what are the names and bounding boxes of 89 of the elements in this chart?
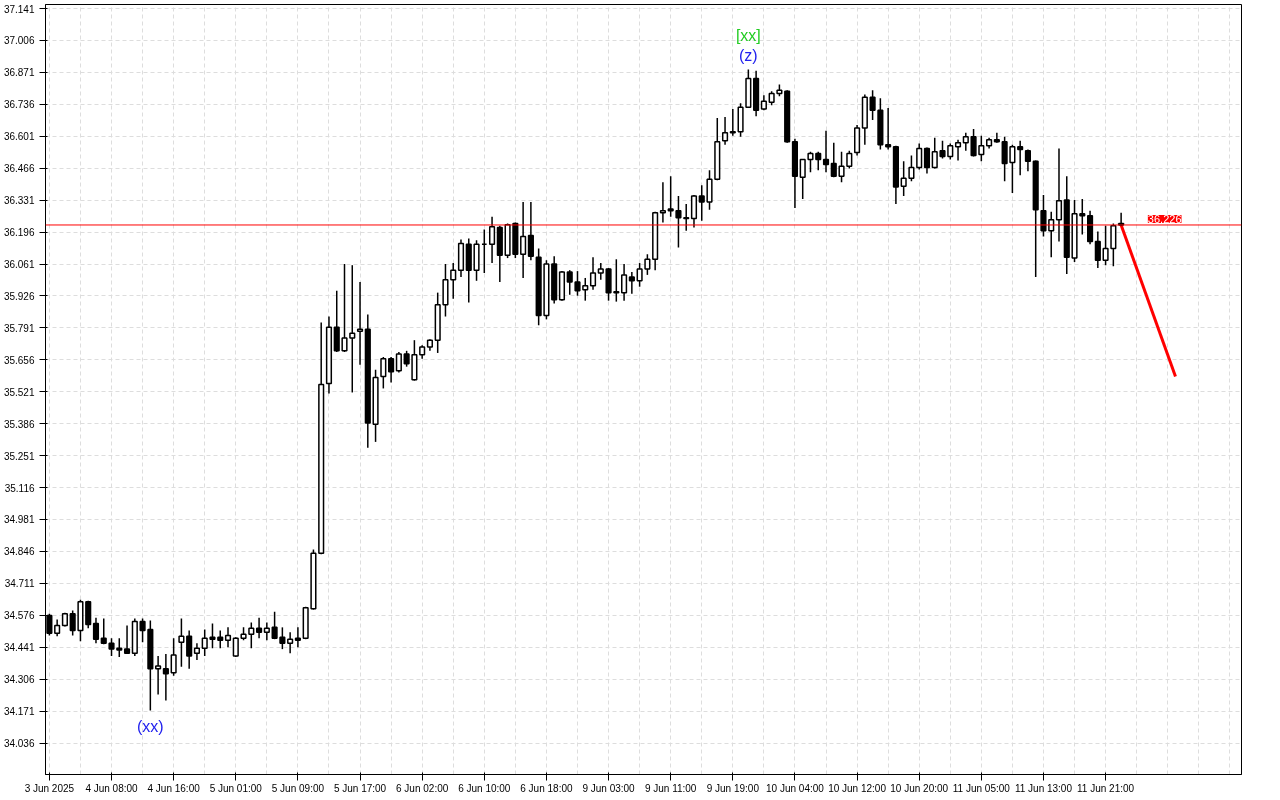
annotation: (z)	[739, 47, 758, 65]
y-tick-label: 36.601	[3, 131, 35, 143]
y-tick-label: 35.791	[3, 322, 35, 334]
candlestick	[589, 256, 597, 291]
y-tick-label: 36.196	[3, 227, 35, 239]
x-tick-label: 11 Jun 21:00	[1077, 782, 1135, 794]
y-tick-label: 37.141	[3, 3, 35, 15]
candlestick	[1094, 230, 1101, 269]
candlestick	[356, 281, 364, 366]
y-tick-label: 34.846	[3, 546, 35, 558]
y-tick-label: 36.736	[3, 99, 35, 111]
y-tick-label: 35.386	[3, 418, 35, 430]
y-tick-label: 35.656	[3, 354, 35, 366]
x-tick-label: 5 Jun 17:00	[333, 782, 387, 794]
y-tick-label: 35.116	[4, 482, 35, 494]
y-tick-label: 35.251	[3, 450, 35, 462]
candlestick	[488, 215, 496, 264]
y-tick-label: 34.441	[3, 642, 35, 654]
candlestick	[628, 271, 635, 295]
candlestick	[667, 175, 674, 218]
x-tick-label: 6 Jun 10:00	[458, 782, 511, 794]
ref-line-label: 36.226	[1147, 212, 1182, 225]
x-tick-label: 10 Jun 20:00	[890, 782, 949, 794]
candlestick	[659, 181, 666, 224]
x-tick-label: 5 Jun 09:00	[271, 782, 325, 794]
candlestick	[885, 107, 892, 151]
candlestick	[954, 139, 962, 162]
y-tick-label: 35.521	[3, 386, 35, 398]
candlestick	[287, 631, 294, 654]
candlestick	[690, 194, 698, 229]
y-tick-label: 34.036	[3, 738, 35, 750]
candlestick	[263, 621, 270, 641]
candlestick	[527, 201, 534, 261]
y-tick-label: 34.576	[3, 610, 35, 622]
candlestick	[294, 626, 301, 648]
candlestick	[395, 351, 402, 374]
x-tick-label: 3 Jun 2025	[24, 782, 75, 794]
x-tick-label: 6 Jun 18:00	[520, 782, 573, 794]
candlestick	[993, 131, 1000, 144]
y-tick-label: 36.061	[3, 259, 35, 271]
candlestick	[520, 201, 527, 279]
candlestick	[255, 616, 263, 639]
x-tick-label: 9 Jun 11:00	[644, 782, 697, 794]
x-tick-label: 5 Jun 01:00	[209, 782, 263, 794]
y-tick-label: 36.871	[3, 67, 35, 79]
y-tick-label: 34.981	[3, 514, 35, 526]
y-tick-label: 37.006	[3, 35, 35, 47]
candlestick	[869, 89, 876, 121]
candlestick	[450, 262, 457, 300]
y-tick-label: 36.466	[3, 163, 35, 175]
candlestick	[349, 264, 356, 394]
candlestick	[155, 655, 162, 696]
candlestick	[170, 637, 177, 677]
x-tick-label: 6 Jun 02:00	[396, 782, 449, 794]
candlestick	[178, 617, 185, 668]
x-tick-label: 9 Jun 19:00	[706, 782, 760, 794]
candlestick	[232, 636, 239, 658]
x-tick-label: 10 Jun 12:00	[828, 782, 887, 794]
candlestick	[566, 269, 573, 296]
candlestick	[1055, 147, 1063, 243]
candlestick	[621, 263, 628, 302]
x-tick-label: 4 Jun 08:00	[85, 782, 139, 794]
x-tick-label: 9 Jun 03:00	[582, 782, 636, 794]
candlestick	[644, 253, 651, 276]
candlestick	[186, 629, 193, 670]
y-tick-label: 34.306	[3, 674, 35, 686]
candlestick	[1017, 140, 1024, 177]
y-tick-label: 34.171	[3, 706, 35, 718]
candlestick	[123, 624, 131, 655]
annotation: [xx]	[735, 27, 761, 45]
annotation: (xx)	[137, 717, 164, 735]
candlestick	[721, 116, 729, 146]
candlestick	[92, 616, 100, 644]
candlestick	[822, 130, 830, 173]
x-tick-label: 11 Jun 05:00	[952, 782, 1011, 794]
candlestick	[380, 356, 387, 390]
y-tick-label: 34.711	[4, 578, 35, 590]
x-tick-label: 4 Jun 16:00	[147, 782, 201, 794]
y-tick-label: 35.926	[3, 290, 35, 302]
candlestick	[248, 621, 255, 649]
candlestick	[162, 653, 169, 702]
candlestick	[900, 160, 907, 197]
x-tick-label: 10 Jun 04:00	[766, 782, 825, 794]
candlestick	[636, 262, 643, 288]
y-tick-label: 36.331	[3, 195, 35, 207]
candlestick	[923, 146, 931, 175]
x-tick-label: 11 Jun 13:00	[1014, 782, 1073, 794]
candlestick	[388, 356, 395, 384]
candlestick	[224, 626, 232, 648]
